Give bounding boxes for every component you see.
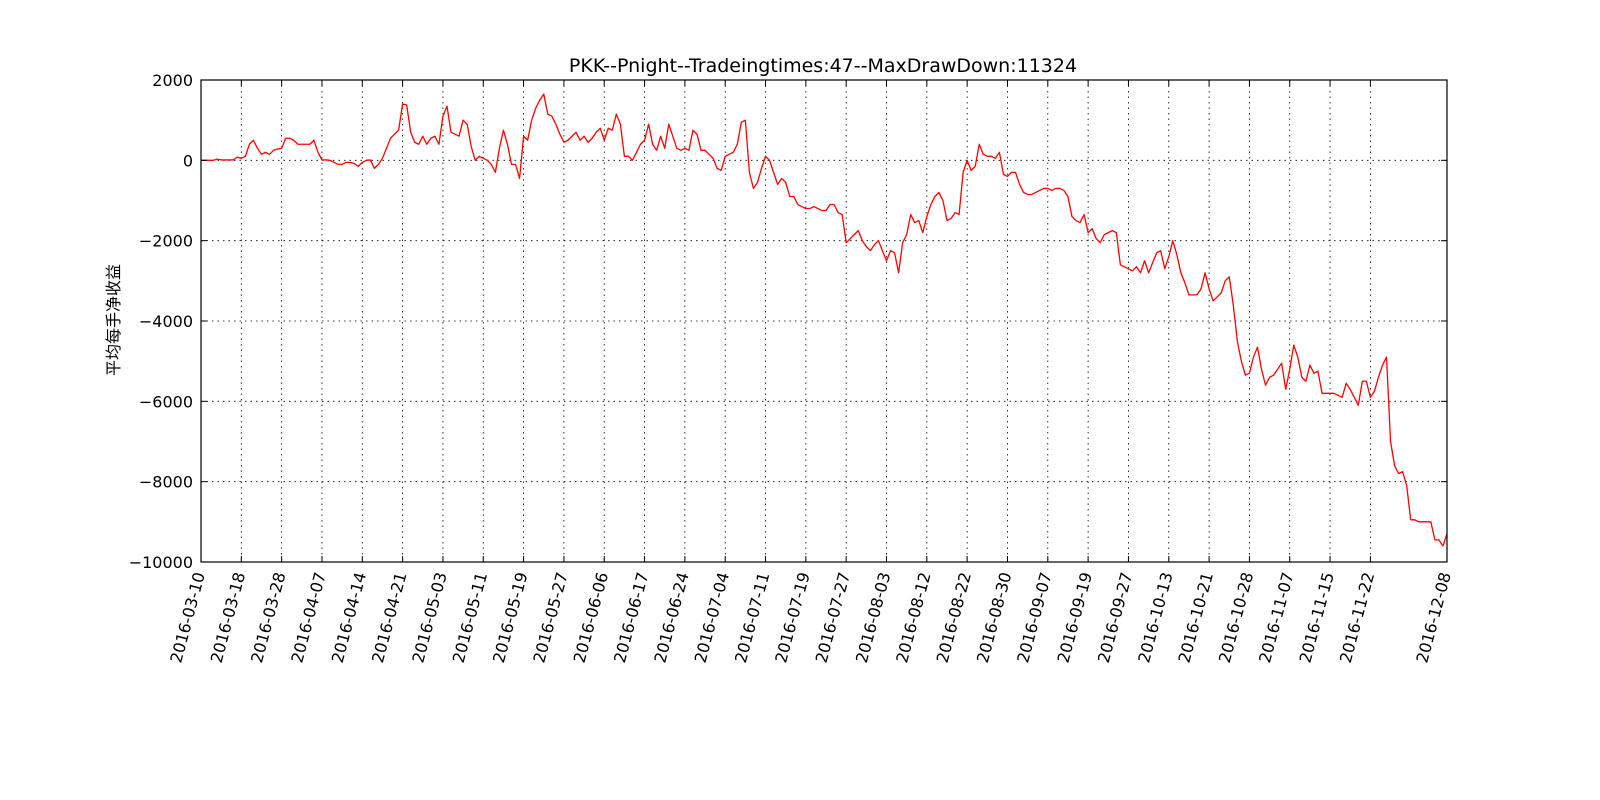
grid	[200, 79, 1448, 563]
x-tick-label: 2016-04-07	[287, 570, 329, 665]
series-line	[201, 93, 1448, 547]
x-tick-label: 2016-07-04	[691, 570, 733, 665]
x-tick-label: 2016-11-15	[1296, 570, 1338, 665]
y-tick-label: −8000	[139, 473, 193, 492]
y-tick-label: −10000	[129, 553, 193, 572]
x-tick-label: 2016-06-24	[650, 570, 692, 665]
y-tick-labels: 2000 0 −2000 −4000 −6000 −8000 −10000	[129, 71, 193, 572]
x-tick-label: 2016-05-27	[529, 570, 571, 665]
series-layer	[201, 93, 1448, 547]
x-tick-label: 2016-07-19	[771, 570, 813, 665]
x-tick-label: 2016-10-28	[1215, 570, 1257, 665]
x-tick-label: 2016-12-08	[1412, 570, 1454, 665]
x-tick-label: 2016-04-21	[368, 570, 410, 665]
x-tick-label: 2016-03-18	[207, 570, 249, 665]
x-tick-label: 2016-10-21	[1175, 570, 1217, 665]
x-tick-label: 2016-08-30	[973, 570, 1015, 665]
x-tick-label: 2016-08-12	[892, 570, 934, 665]
x-tick-label: 2016-10-13	[1134, 570, 1176, 665]
x-tick-label: 2016-09-07	[1013, 570, 1055, 665]
tick-marks	[200, 79, 1448, 563]
x-tick-label: 2016-07-27	[812, 570, 854, 665]
x-tick-label: 2016-08-22	[933, 570, 975, 665]
x-tick-label: 2016-03-10	[166, 570, 208, 665]
x-tick-label: 2016-05-03	[408, 570, 450, 665]
x-tick-label: 2016-11-22	[1336, 570, 1378, 665]
x-tick-label: 2016-09-27	[1094, 570, 1136, 665]
x-tick-label: 2016-06-06	[570, 570, 612, 665]
y-tick-label: −2000	[139, 232, 193, 251]
x-tick-label: 2016-11-07	[1255, 570, 1297, 665]
x-tick-label: 2016-03-28	[247, 570, 289, 665]
x-tick-label: 2016-08-03	[852, 570, 894, 665]
chart-title: PKK--Pnight--Tradeingtimes:47--MaxDrawDo…	[569, 55, 1077, 77]
y-tick-label: 2000	[152, 71, 193, 90]
y-tick-label: 0	[183, 151, 193, 170]
y-tick-label: −4000	[139, 312, 193, 331]
y-tick-label: −6000	[139, 392, 193, 411]
y-axis-label: 平均每手净收益	[104, 264, 123, 376]
x-tick-label: 2016-04-14	[328, 570, 370, 665]
x-tick-label: 2016-06-17	[610, 570, 652, 665]
x-tick-label: 2016-05-11	[449, 570, 491, 665]
x-tick-label: 2016-05-19	[489, 570, 531, 665]
x-tick-label: 2016-07-11	[731, 570, 773, 665]
x-tick-labels: 2016-03-102016-03-182016-03-282016-04-07…	[166, 570, 1454, 665]
x-tick-label: 2016-09-19	[1054, 570, 1096, 665]
